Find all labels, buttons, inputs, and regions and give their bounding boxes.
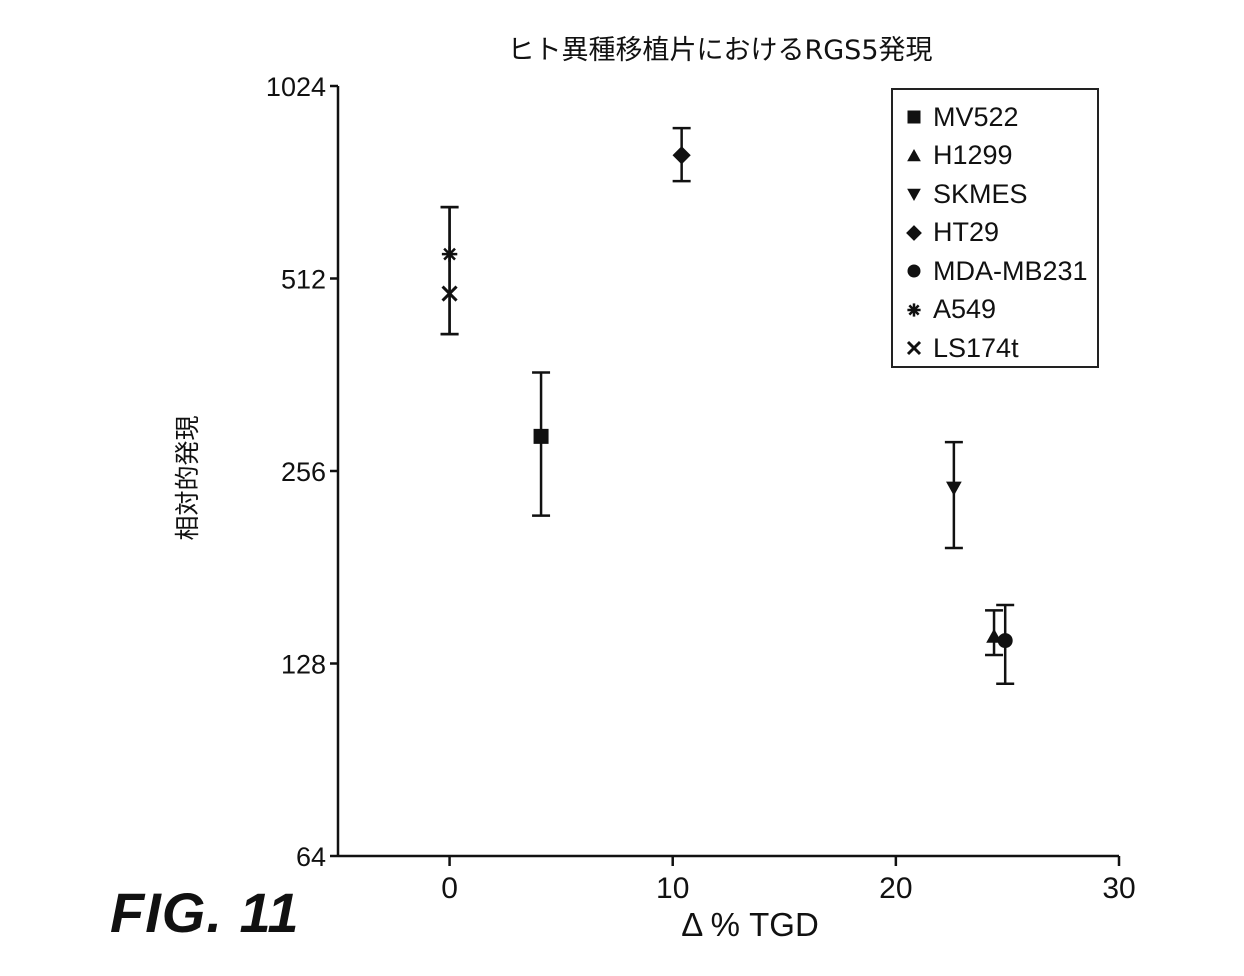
y-tick-label: 1024 bbox=[266, 72, 326, 102]
legend: MV522 H1299 SKMES HT29 MDA-MB231 A549 LS174t bbox=[891, 88, 1099, 368]
legend-item-skmes: SKMES bbox=[905, 175, 1097, 214]
x-marker-icon bbox=[908, 342, 920, 354]
series-h1299 bbox=[985, 610, 1003, 655]
y-tick-label: 512 bbox=[281, 265, 326, 295]
diamond-icon bbox=[905, 224, 923, 242]
triangle-down-marker-icon bbox=[908, 189, 920, 200]
asterisk-marker-icon bbox=[907, 303, 920, 316]
circle-marker-icon bbox=[908, 265, 920, 277]
legend-item-ls174t: LS174t bbox=[905, 329, 1097, 368]
legend-item-h1299: H1299 bbox=[905, 137, 1097, 176]
square-marker-icon bbox=[534, 429, 548, 443]
y-tick-label: 128 bbox=[281, 650, 326, 680]
legend-item-mda-mb231: MDA-MB231 bbox=[905, 252, 1097, 291]
series-mv522 bbox=[532, 372, 550, 515]
y-tick-label: 64 bbox=[296, 842, 326, 872]
diamond-marker-icon bbox=[907, 226, 921, 240]
legend-label: A549 bbox=[933, 294, 996, 325]
x-tick-label: 20 bbox=[879, 872, 912, 905]
diamond-marker-icon bbox=[673, 147, 690, 164]
series-mda-mb231 bbox=[996, 605, 1014, 684]
legend-label: MDA-MB231 bbox=[933, 256, 1088, 287]
legend-label: SKMES bbox=[933, 179, 1028, 210]
circle-marker-icon bbox=[998, 634, 1012, 648]
legend-label: H1299 bbox=[933, 140, 1013, 171]
x-tick-label: 0 bbox=[441, 872, 458, 905]
x-tick-label: 30 bbox=[1102, 872, 1135, 905]
asterisk-icon bbox=[905, 301, 923, 319]
legend-item-mv522: MV522 bbox=[905, 98, 1097, 137]
series-ls174t bbox=[441, 207, 459, 334]
legend-item-ht29: HT29 bbox=[905, 214, 1097, 253]
legend-item-a549: A549 bbox=[905, 291, 1097, 330]
triangle-up-marker-icon bbox=[908, 150, 920, 161]
legend-label: LS174t bbox=[933, 333, 1019, 364]
triangle-down-icon bbox=[905, 185, 923, 203]
x-icon bbox=[905, 339, 923, 357]
circle-icon bbox=[905, 262, 923, 280]
legend-label: HT29 bbox=[933, 217, 999, 248]
square-icon bbox=[905, 108, 923, 126]
series-skmes bbox=[945, 442, 963, 548]
x-tick-label: 10 bbox=[656, 872, 689, 905]
triangle-up-icon bbox=[905, 147, 923, 165]
series-ht29 bbox=[673, 128, 691, 181]
square-marker-icon bbox=[908, 111, 920, 123]
triangle-down-marker-icon bbox=[947, 482, 961, 495]
y-tick-label: 256 bbox=[281, 457, 326, 487]
legend-label: MV522 bbox=[933, 102, 1019, 133]
